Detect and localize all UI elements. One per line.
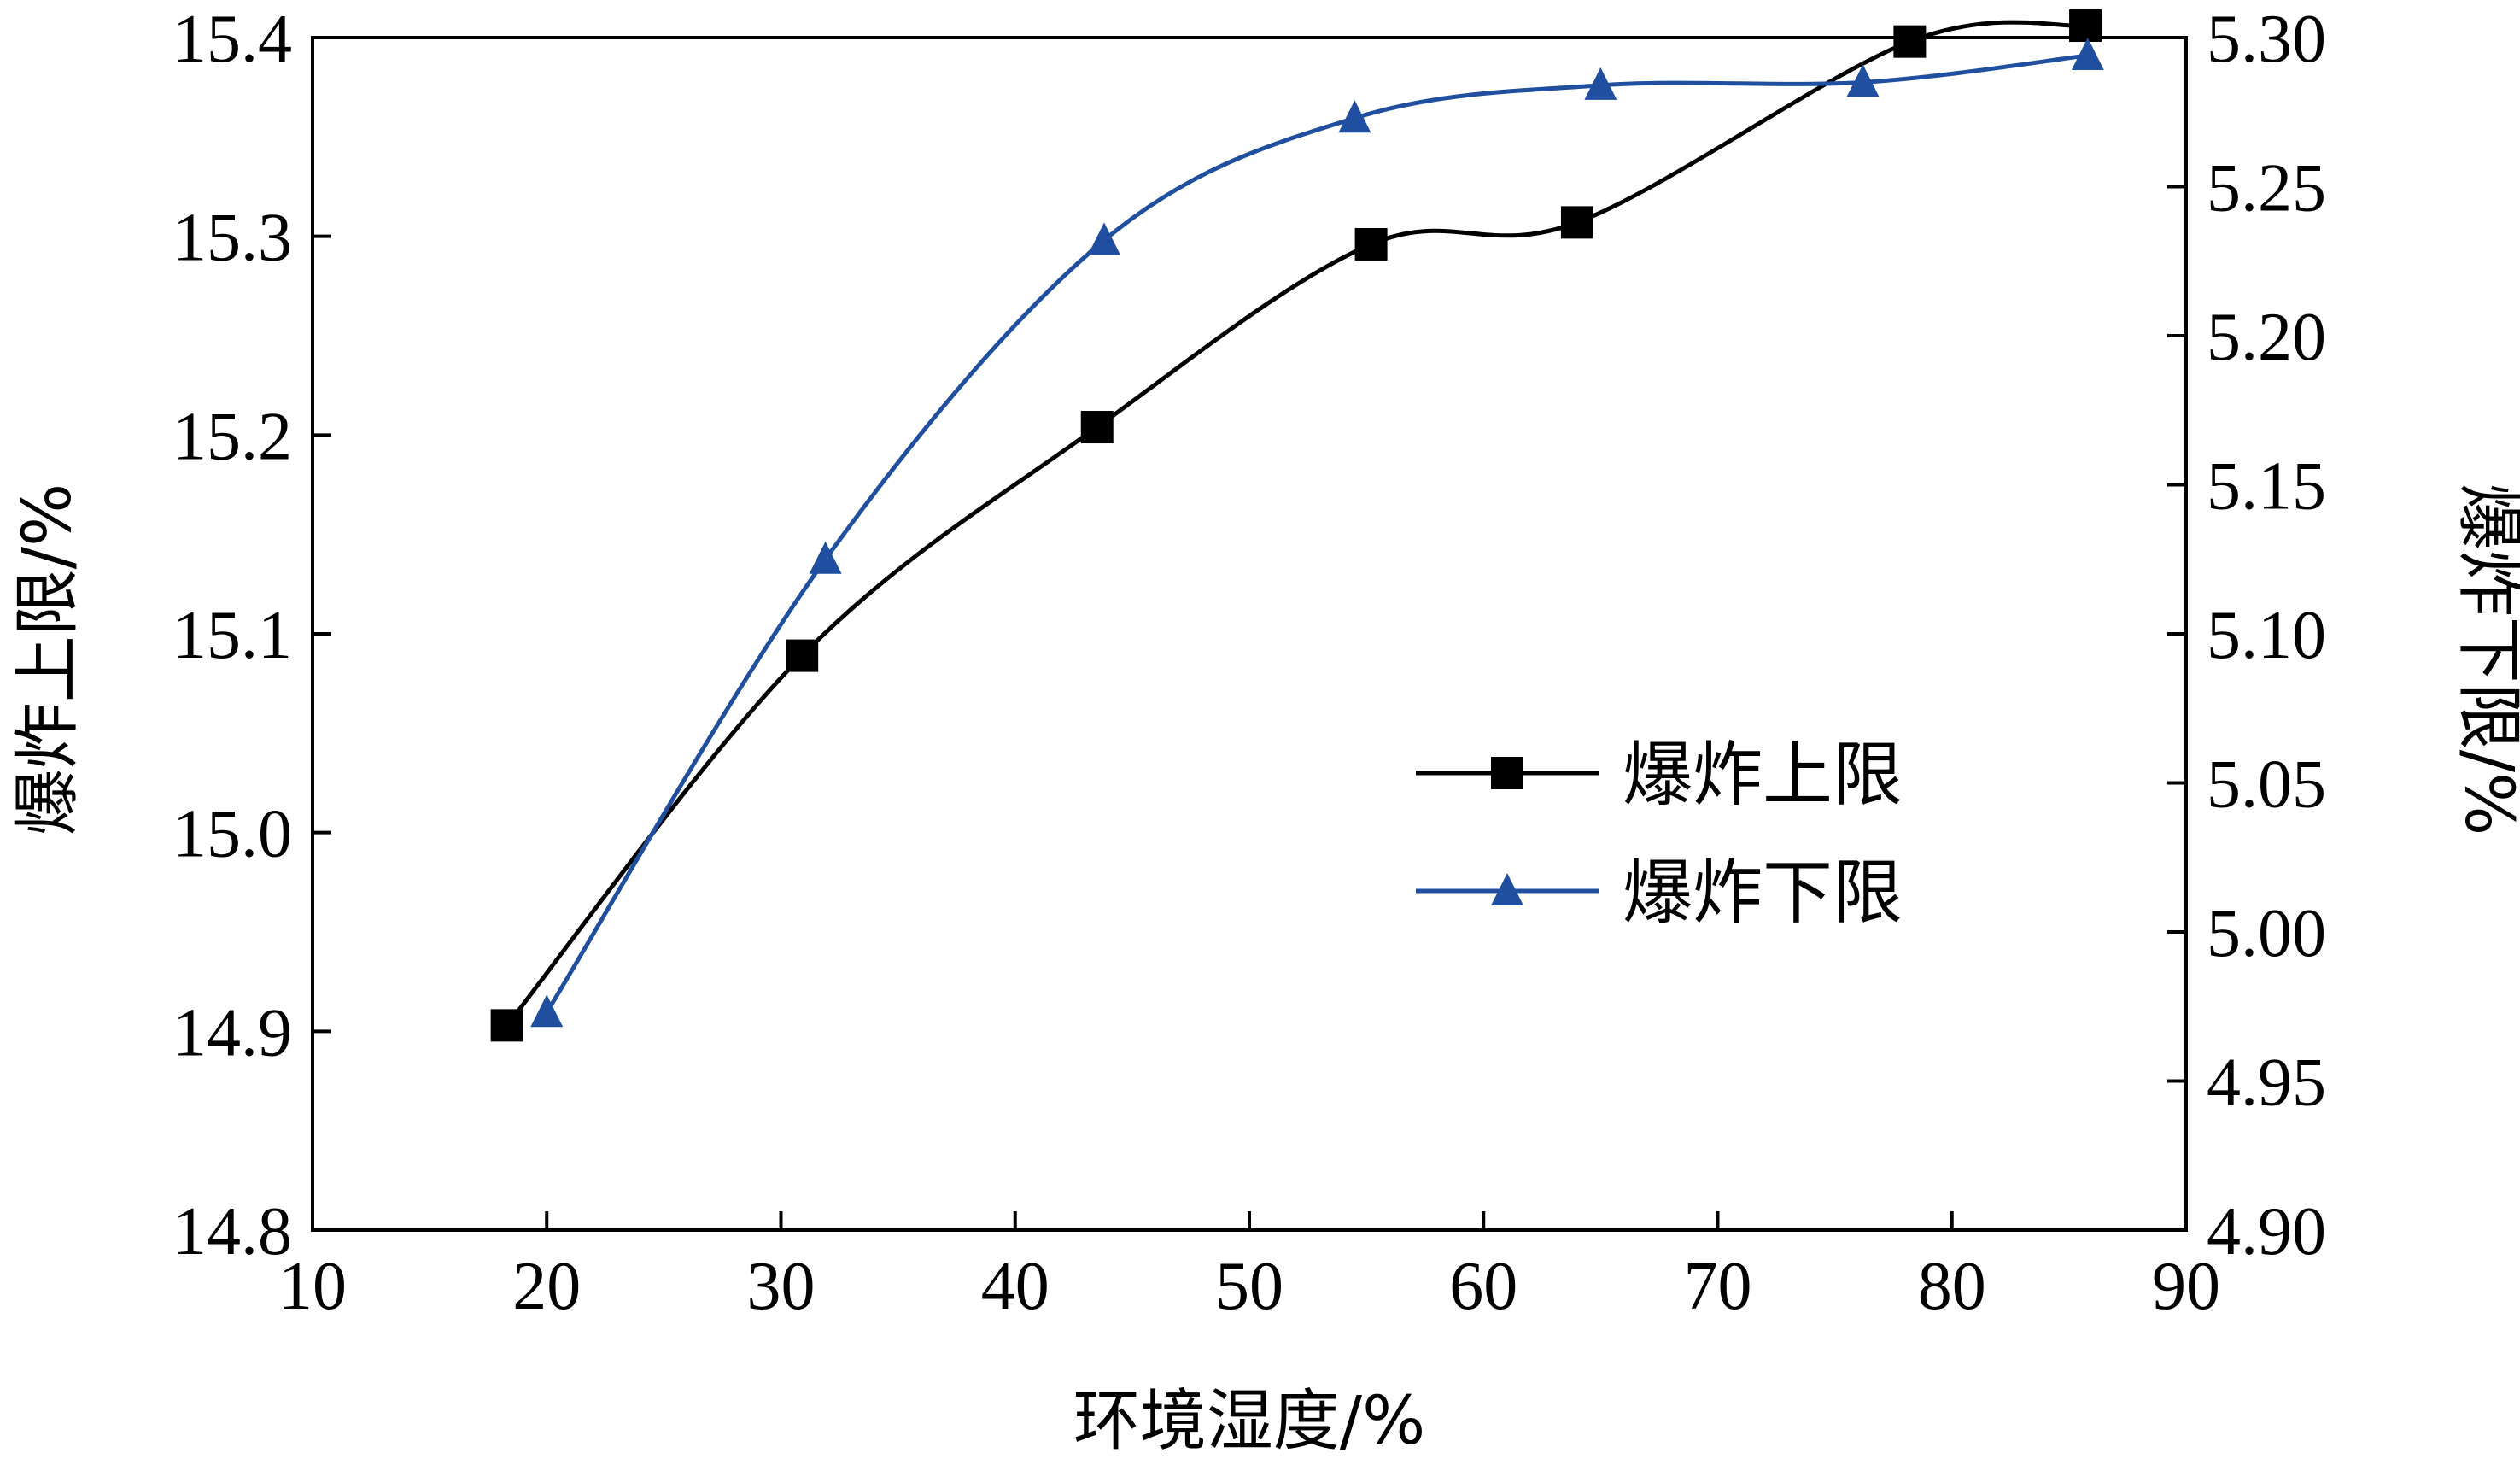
left-y-tick-label: 14.9 [172, 995, 292, 1070]
right-y-tick-label: 5.20 [2207, 300, 2326, 375]
x-tick-label: 50 [1215, 1249, 1283, 1324]
legend-item-lower-limit: 爆炸下限 [1416, 853, 1903, 934]
x-axis-title: 环境湿度/% [1073, 1383, 1425, 1459]
right-y-tick-label: 5.25 [2207, 151, 2326, 226]
left-y-tick-label: 15.4 [172, 2, 292, 77]
x-tick-label: 30 [747, 1249, 816, 1324]
x-axis: 10 20 30 40 50 60 70 80 90 [278, 1211, 2220, 1324]
data-point-square [490, 1009, 523, 1042]
data-point-triangle [1846, 64, 1880, 97]
data-point-triangle [1087, 222, 1120, 255]
data-point-square [1893, 25, 1927, 58]
plot-frame [311, 36, 2188, 1232]
series-layer [490, 9, 2104, 1042]
right-y-tick-label: 4.90 [2207, 1194, 2326, 1269]
x-tick-label: 80 [1918, 1249, 1986, 1324]
x-tick-label: 60 [1449, 1249, 1517, 1324]
series-upper-limit [490, 9, 2102, 1042]
plot-border [311, 36, 2188, 1232]
x-tick-label: 20 [512, 1249, 581, 1324]
series-line [505, 20, 2086, 1027]
x-tick-label: 40 [981, 1249, 1050, 1324]
legend-square-marker [1491, 757, 1523, 789]
data-point-triangle [530, 994, 564, 1028]
right-y-tick-label: 5.00 [2207, 896, 2326, 971]
left-y-tick-label: 14.8 [172, 1194, 292, 1269]
data-point-triangle [2071, 37, 2104, 70]
right-y-tick-label: 4.95 [2207, 1046, 2326, 1121]
data-point-triangle [809, 541, 842, 574]
right-y-tick-label: 5.10 [2207, 598, 2326, 673]
series-lower-limit [530, 37, 2104, 1028]
data-point-square [2069, 9, 2102, 43]
legend-label: 爆炸上限 [1623, 735, 1903, 816]
series-line [545, 53, 2089, 1014]
x-tick-label: 70 [1684, 1249, 1752, 1324]
right-y-tick-label: 5.05 [2207, 747, 2326, 823]
data-point-square [1354, 227, 1388, 261]
left-y-tick-label: 15.0 [172, 797, 292, 872]
x-tick-label: 10 [278, 1249, 347, 1324]
right-y-tick-label: 5.15 [2207, 449, 2326, 524]
right-y-tick-label: 5.30 [2207, 2, 2326, 77]
data-point-triangle [1584, 67, 1617, 100]
x-tick-label: 90 [2152, 1249, 2220, 1324]
left-y-tick-label: 15.3 [172, 201, 292, 276]
legend-label: 爆炸下限 [1623, 853, 1903, 934]
data-point-square [1560, 206, 1593, 239]
data-point-triangle [1338, 100, 1371, 133]
legend-item-upper-limit: 爆炸上限 [1416, 735, 1903, 816]
left-y-axis-title: 爆炸上限/% [9, 483, 86, 835]
left-y-axis: 14.8 14.9 15.0 15.1 15.2 15.3 15.4 [172, 2, 331, 1269]
right-y-axis-title: 爆炸下限/% [2450, 483, 2520, 835]
legend-triangle-marker [1491, 873, 1523, 905]
data-point-square [1080, 411, 1114, 444]
data-point-square [786, 639, 819, 672]
right-y-axis: 4.90 4.95 5.00 5.05 5.10 5.15 5.20 5.25 5.30 [2167, 2, 2326, 1269]
legend: 爆炸上限 爆炸下限 [1416, 735, 1903, 934]
left-y-tick-label: 15.1 [172, 598, 292, 673]
left-y-tick-label: 15.2 [172, 399, 292, 474]
